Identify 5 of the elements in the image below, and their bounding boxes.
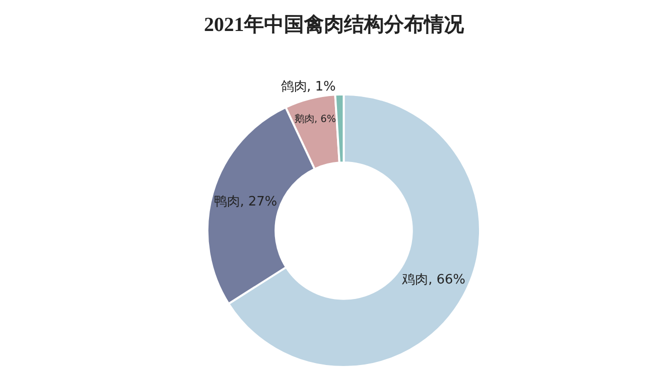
slice-label: 鸭肉, 27% <box>214 194 278 210</box>
slice-label: 鸡肉, 66% <box>401 272 466 288</box>
chart-title: 2021年中国禽肉结构分布情况 <box>204 14 465 36</box>
slice-label: 鸽肉, 1% <box>280 79 336 94</box>
slice-label: 鹅肉, 6% <box>294 113 336 126</box>
